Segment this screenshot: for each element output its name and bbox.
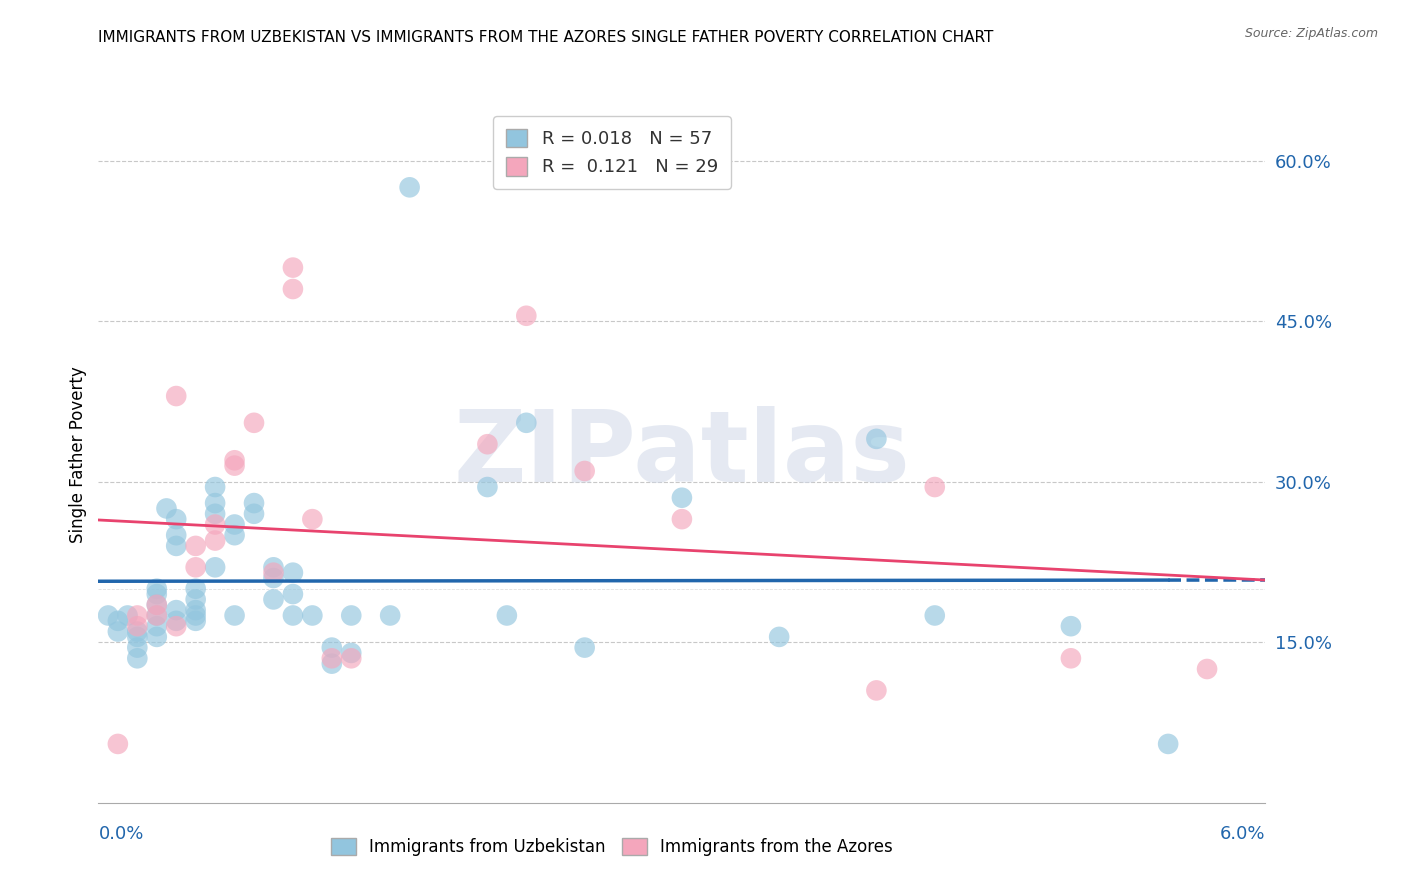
- Point: [262, 571, 284, 585]
- Text: 0.0%: 0.0%: [98, 825, 143, 843]
- Point: [1195, 662, 1218, 676]
- Point: [243, 507, 266, 521]
- Point: [146, 587, 169, 601]
- Point: [184, 603, 207, 617]
- Point: [204, 533, 226, 548]
- Point: [924, 608, 946, 623]
- Point: [865, 683, 887, 698]
- Point: [184, 539, 207, 553]
- Point: [515, 416, 537, 430]
- Text: ZIPatlas: ZIPatlas: [454, 407, 910, 503]
- Point: [321, 640, 343, 655]
- Point: [477, 437, 499, 451]
- Point: [671, 491, 693, 505]
- Point: [574, 464, 596, 478]
- Point: [184, 614, 207, 628]
- Point: [340, 651, 363, 665]
- Point: [165, 619, 187, 633]
- Point: [146, 608, 169, 623]
- Point: [97, 608, 120, 623]
- Point: [165, 389, 187, 403]
- Point: [301, 512, 323, 526]
- Point: [515, 309, 537, 323]
- Point: [184, 608, 207, 623]
- Point: [1060, 619, 1083, 633]
- Point: [243, 496, 266, 510]
- Point: [321, 657, 343, 671]
- Point: [184, 582, 207, 596]
- Point: [477, 480, 499, 494]
- Point: [262, 560, 284, 574]
- Point: [204, 496, 226, 510]
- Point: [107, 614, 129, 628]
- Point: [165, 614, 187, 628]
- Point: [243, 416, 266, 430]
- Point: [496, 608, 519, 623]
- Point: [184, 592, 207, 607]
- Point: [146, 582, 169, 596]
- Point: [224, 528, 246, 542]
- Point: [165, 512, 187, 526]
- Point: [127, 640, 149, 655]
- Legend: Immigrants from Uzbekistan, Immigrants from the Azores: Immigrants from Uzbekistan, Immigrants f…: [322, 830, 901, 864]
- Point: [281, 608, 304, 623]
- Point: [262, 592, 284, 607]
- Point: [398, 180, 420, 194]
- Point: [204, 480, 226, 494]
- Point: [224, 608, 246, 623]
- Point: [146, 619, 169, 633]
- Text: 6.0%: 6.0%: [1220, 825, 1265, 843]
- Point: [671, 512, 693, 526]
- Point: [127, 651, 149, 665]
- Point: [281, 282, 304, 296]
- Point: [321, 651, 343, 665]
- Point: [165, 539, 187, 553]
- Point: [281, 566, 304, 580]
- Point: [127, 619, 149, 633]
- Point: [865, 432, 887, 446]
- Point: [165, 603, 187, 617]
- Point: [155, 501, 177, 516]
- Point: [204, 560, 226, 574]
- Point: [117, 608, 139, 623]
- Point: [768, 630, 790, 644]
- Point: [301, 608, 323, 623]
- Point: [127, 608, 149, 623]
- Point: [340, 646, 363, 660]
- Point: [574, 640, 596, 655]
- Point: [204, 507, 226, 521]
- Point: [262, 566, 284, 580]
- Point: [224, 453, 246, 467]
- Point: [107, 737, 129, 751]
- Point: [1060, 651, 1083, 665]
- Point: [204, 517, 226, 532]
- Point: [146, 598, 169, 612]
- Point: [127, 624, 149, 639]
- Point: [165, 528, 187, 542]
- Point: [281, 587, 304, 601]
- Point: [281, 260, 304, 275]
- Y-axis label: Single Father Poverty: Single Father Poverty: [69, 367, 87, 543]
- Point: [340, 608, 363, 623]
- Point: [1157, 737, 1180, 751]
- Text: Source: ZipAtlas.com: Source: ZipAtlas.com: [1244, 27, 1378, 40]
- Point: [127, 630, 149, 644]
- Point: [146, 630, 169, 644]
- Point: [224, 458, 246, 473]
- Point: [146, 608, 169, 623]
- Point: [146, 598, 169, 612]
- Text: IMMIGRANTS FROM UZBEKISTAN VS IMMIGRANTS FROM THE AZORES SINGLE FATHER POVERTY C: IMMIGRANTS FROM UZBEKISTAN VS IMMIGRANTS…: [98, 29, 994, 45]
- Point: [378, 608, 402, 623]
- Point: [184, 560, 207, 574]
- Point: [924, 480, 946, 494]
- Point: [107, 624, 129, 639]
- Point: [224, 517, 246, 532]
